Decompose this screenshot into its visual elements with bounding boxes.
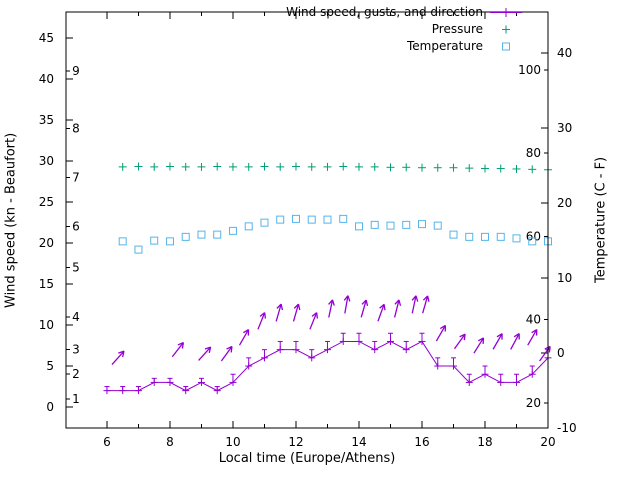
legend-temperature-sample	[502, 42, 510, 51]
svg-text:8: 8	[72, 121, 80, 135]
svg-text:20: 20	[526, 396, 541, 410]
wind-series	[103, 332, 552, 395]
axis-ticks: 6 8 10 12 14 16 18 2005101520253035404512345678…	[39, 12, 577, 449]
svg-text:40: 40	[39, 72, 54, 86]
svg-text:6: 6	[72, 220, 80, 234]
svg-text:12: 12	[288, 435, 303, 449]
svg-text:8: 8	[166, 435, 174, 449]
svg-text:35: 35	[39, 113, 54, 127]
svg-text:10: 10	[39, 318, 54, 332]
legend-pressure-sample	[502, 25, 510, 34]
svg-text:14: 14	[351, 435, 366, 449]
legend-temperature-square	[502, 42, 510, 51]
svg-text:5: 5	[46, 359, 54, 373]
temperature-series	[118, 214, 552, 254]
legend-item-temperature: Temperature	[407, 39, 524, 54]
legend: Wind speed, gusts, and direction Pressur…	[0, 5, 524, 54]
x-axis-title: Local time (Europe/Athens)	[218, 451, 396, 466]
plot-border	[65, 11, 549, 429]
svg-text:7: 7	[72, 171, 80, 185]
legend-wind-sample	[490, 8, 522, 17]
legend-label-pressure: Pressure	[431, 22, 483, 36]
svg-text:-10: -10	[557, 421, 577, 435]
svg-text:20: 20	[540, 435, 555, 449]
svg-text:6: 6	[103, 435, 111, 449]
svg-text:5: 5	[72, 261, 80, 275]
svg-text:0: 0	[557, 346, 565, 360]
svg-text:30: 30	[557, 121, 572, 135]
legend-item-wind: Wind speed, gusts, and direction	[286, 5, 524, 20]
left-axis-title: Wind speed (kn - Beaufort)	[3, 132, 19, 308]
svg-text:0: 0	[46, 400, 54, 414]
legend-label-wind: Wind speed, gusts, and direction	[286, 5, 483, 19]
wind-direction-arrows	[111, 295, 551, 365]
svg-text:40: 40	[557, 46, 572, 60]
pressure-series	[118, 162, 552, 174]
svg-text:1: 1	[72, 392, 80, 406]
svg-text:10: 10	[225, 435, 240, 449]
svg-text:20: 20	[39, 236, 54, 250]
svg-text:16: 16	[414, 435, 429, 449]
svg-text:9: 9	[72, 64, 80, 78]
right-axis-title: Temperature (C - F)	[593, 156, 609, 284]
svg-text:30: 30	[39, 154, 54, 168]
legend-item-pressure: Pressure	[432, 22, 524, 37]
svg-text:15: 15	[39, 277, 54, 291]
svg-text:25: 25	[39, 195, 54, 209]
svg-text:3: 3	[72, 343, 80, 357]
svg-text:18: 18	[477, 435, 492, 449]
svg-text:45: 45	[39, 31, 54, 45]
svg-text:80: 80	[526, 146, 541, 160]
legend-label-temperature: Temperature	[406, 39, 483, 53]
svg-text:60: 60	[526, 229, 541, 243]
svg-text:2: 2	[72, 367, 80, 381]
svg-text:40: 40	[526, 313, 541, 327]
svg-text:10: 10	[557, 271, 572, 285]
svg-text:4: 4	[72, 310, 80, 324]
svg-text:20: 20	[557, 196, 572, 210]
svg-text:100: 100	[518, 63, 541, 77]
